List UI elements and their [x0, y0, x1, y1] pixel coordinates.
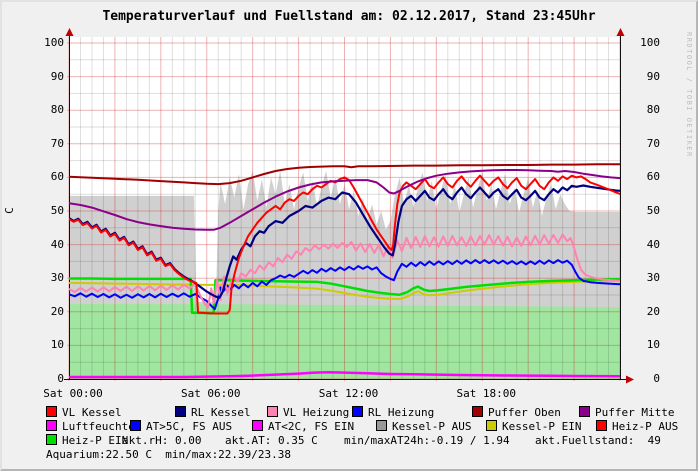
- legend-label: Kessel-P EIN: [502, 420, 582, 433]
- legend-item-at-2c-fs-ein: AT<2C, FS EIN: [252, 420, 354, 433]
- legend-swatch: [352, 406, 363, 417]
- y-tick-label-right: 70: [646, 136, 660, 150]
- legend-swatch: [486, 420, 497, 431]
- legend-swatch: [267, 406, 278, 417]
- y-tick-label-left: 10: [50, 338, 64, 352]
- y-tick-label-right: 60: [646, 170, 660, 184]
- status-text-0: akt.rH: 0.00: [122, 434, 202, 447]
- x-tick-label: Sat 00:00: [43, 387, 103, 400]
- status-text-2: min/maxAT24h:-0.19 / 1.94: [344, 434, 510, 447]
- y-tick-label-right: 40: [646, 237, 660, 251]
- legend-item-vl-kessel: VL Kessel: [46, 406, 122, 419]
- legend-swatch: [376, 420, 387, 431]
- legend-swatch: [46, 420, 57, 431]
- legend-label: RL Kessel: [191, 406, 251, 419]
- y-tick-label-left: 100: [44, 36, 64, 49]
- y-tick-label-left: 0: [57, 372, 64, 385]
- y-tick-label-left: 30: [50, 271, 64, 285]
- y-axis-unit-label: C: [2, 207, 16, 214]
- line-puffer-oben: [69, 163, 620, 186]
- legend-label: RL Heizung: [368, 406, 435, 419]
- line-vl-kessel: [69, 174, 620, 315]
- legend-label: Puffer Oben: [488, 406, 561, 419]
- legend-label: Puffer Mitte: [595, 406, 675, 419]
- y-tick-label-right: 10: [646, 338, 660, 352]
- y-tick-label-left: 70: [50, 136, 64, 150]
- y-tick-label-right: 0: [653, 372, 660, 385]
- legend-item-puffer-mitte: Puffer Mitte: [579, 406, 674, 419]
- legend-item-rl-heizung: RL Heizung: [352, 406, 434, 419]
- y-tick-label-right: 50: [646, 204, 660, 217]
- area-fuellstand: [69, 304, 620, 379]
- legend-swatch: [175, 406, 186, 417]
- legend-item-vl-heizung: VL Heizung: [267, 406, 349, 419]
- legend-item-luftfeuchte: Luftfeuchte: [46, 420, 135, 433]
- x-tick-label: Sat 12:00: [318, 387, 379, 400]
- legend-label: VL Heizung: [283, 406, 350, 419]
- rrdtool-watermark: RRDTOOL / TOBI OETIKER: [685, 32, 693, 158]
- line-puffer-mitte: [69, 169, 620, 231]
- y-tick-label-left: 60: [50, 170, 64, 184]
- x-tick-label: Sat 06:00: [180, 387, 241, 400]
- legend-swatch: [46, 434, 57, 445]
- line-vl-heizung: [69, 233, 620, 309]
- legend-item-kessel-p-aus: Kessel-P AUS: [376, 420, 471, 433]
- legend-swatch: [130, 420, 141, 431]
- legend-label: VL Kessel: [62, 406, 122, 419]
- y-tick-label-left: 90: [50, 69, 64, 83]
- status-text-aquarium: Aquarium:22.50 C min/max:22.39/23.38: [46, 448, 292, 461]
- line-luftfeuchte: [69, 371, 620, 379]
- legend-label: Kessel-P AUS: [392, 420, 472, 433]
- line-rl-heizung: [69, 259, 620, 311]
- chart-title: Temperaturverlauf und Fuellstand am: 02.…: [102, 9, 596, 24]
- y-tick-label-right: 100: [640, 36, 660, 49]
- legend-swatch: [46, 406, 57, 417]
- y-tick-label-right: 30: [646, 271, 660, 285]
- legend-item-at-5c-fs-aus: AT>5C, FS AUS: [130, 420, 232, 433]
- legend-item-heiz-p-ein: Heiz-P EIN: [46, 434, 128, 447]
- legend-label: AT>5C, FS AUS: [146, 420, 233, 433]
- legend-swatch: [579, 406, 590, 417]
- legend-label: Luftfeuchte: [62, 420, 135, 433]
- legend-label: Heiz-P AUS: [612, 420, 679, 433]
- status-text-3: akt.Fuellstand: 49: [535, 434, 661, 447]
- y-tick-label-left: 80: [50, 103, 64, 117]
- legend-swatch: [472, 406, 483, 417]
- legend-item-puffer-oben: Puffer Oben: [472, 406, 561, 419]
- legend-item-kessel-p-ein: Kessel-P EIN: [486, 420, 581, 433]
- y-tick-label-left: 50: [50, 204, 64, 217]
- status-text-1: akt.AT: 0.35 C: [225, 434, 318, 447]
- legend-swatch: [252, 420, 263, 431]
- line-heiz-p-ein: [69, 277, 620, 315]
- y-axis-left-arrow: [65, 28, 74, 36]
- y-axis-right-arrow: [616, 28, 625, 36]
- y-tick-label-right: 80: [646, 103, 660, 117]
- y-tick-label-right: 20: [646, 304, 660, 318]
- legend-swatch: [596, 420, 607, 431]
- x-tick-label: Sat 18:00: [456, 387, 517, 400]
- legend-item-rl-kessel: RL Kessel: [175, 406, 251, 419]
- legend-label: Heiz-P EIN: [62, 434, 129, 447]
- legend-item-heiz-p-aus: Heiz-P AUS: [596, 420, 678, 433]
- y-tick-label-right: 90: [646, 69, 660, 83]
- x-axis-arrow: [626, 375, 634, 384]
- legend-label: AT<2C, FS EIN: [268, 420, 355, 433]
- y-tick-label-left: 20: [50, 304, 64, 318]
- y-tick-label-left: 40: [50, 237, 64, 251]
